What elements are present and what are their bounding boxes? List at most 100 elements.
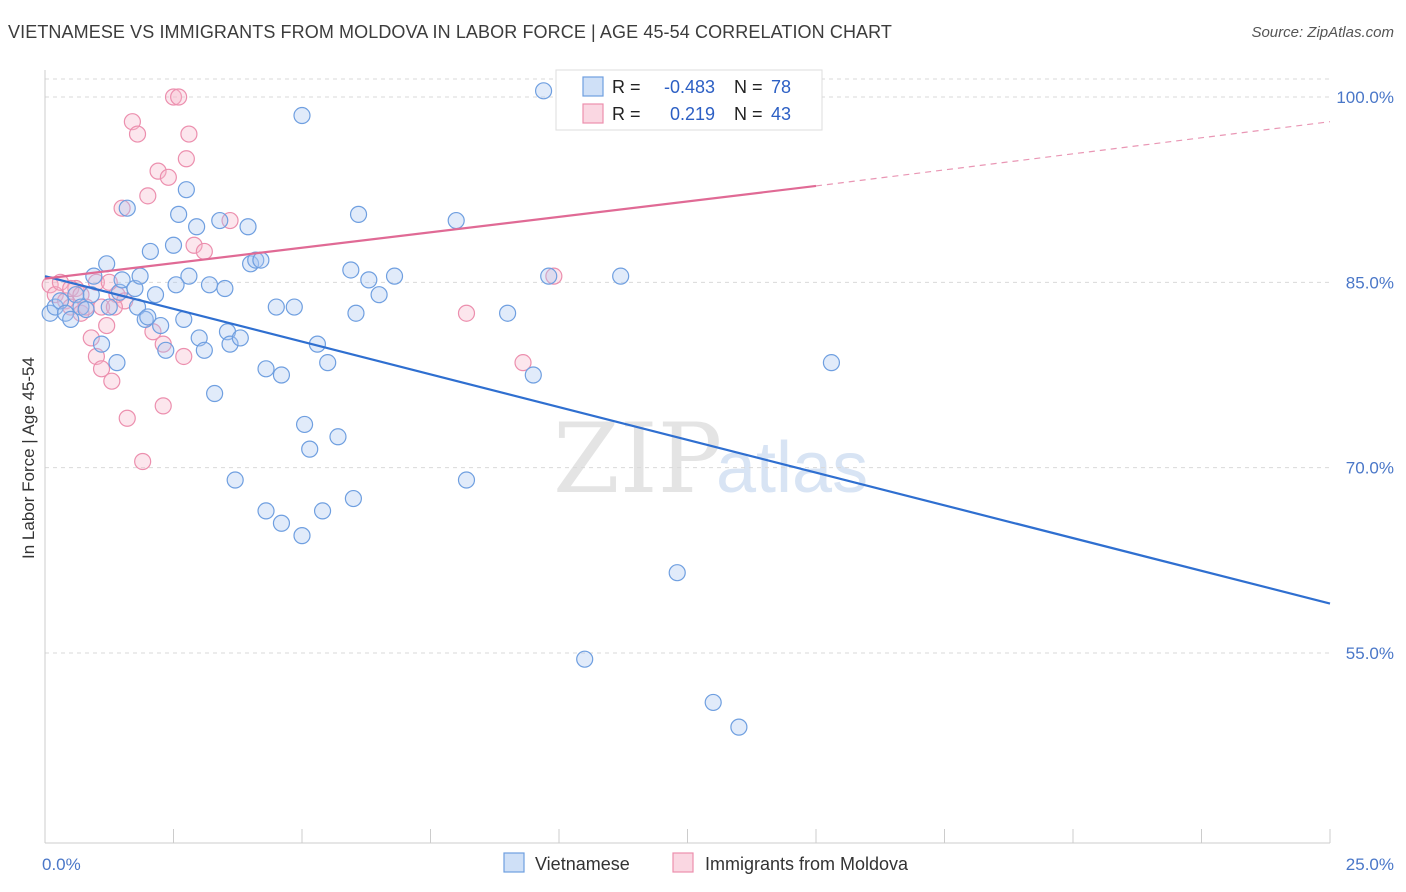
- point-vietnamese-53: [329, 428, 347, 446]
- point-moldova-27: [175, 347, 193, 366]
- legend: R = -0.483 N = 78 R = 0.219 N = 43: [555, 69, 823, 131]
- point-vietnamese-19: [131, 267, 149, 285]
- point-vietnamese-60: [167, 276, 185, 294]
- point-vietnamese-30: [188, 218, 206, 236]
- point-moldova-12: [103, 372, 121, 390]
- point-vietnamese-70: [499, 304, 517, 322]
- chart-source: Source: ZipAtlas.com: [1251, 24, 1394, 41]
- y-tick-label-0: 55.0%: [1346, 644, 1394, 663]
- bottom-legend-swatch-vietnamese: [503, 852, 525, 873]
- point-vietnamese-11: [98, 255, 116, 273]
- tick-labels: 55.0% 70.0% 85.0% 100.0% 0.0% 25.0%: [42, 88, 1394, 874]
- point-vietnamese-65: [293, 527, 311, 545]
- point-vietnamese-32: [195, 341, 213, 359]
- point-vietnamese-77: [730, 718, 748, 736]
- point-vietnamese-59: [385, 267, 404, 285]
- watermark: ZIP atlas: [553, 403, 868, 515]
- point-vietnamese-75: [668, 564, 686, 582]
- point-vietnamese-71: [524, 366, 542, 384]
- grid: [45, 78, 1330, 654]
- point-vietnamese-69: [457, 471, 476, 489]
- point-vietnamese-23: [146, 286, 165, 304]
- point-vietnamese-35: [211, 211, 229, 230]
- point-moldova-26: [170, 88, 188, 106]
- point-vietnamese-40: [239, 218, 257, 236]
- point-vietnamese-34: [206, 384, 224, 403]
- point-vietnamese-50: [301, 440, 319, 458]
- point-moldova-30: [195, 242, 213, 261]
- point-vietnamese-57: [360, 271, 378, 289]
- point-vietnamese-73: [576, 650, 594, 668]
- point-vietnamese-49: [295, 415, 314, 434]
- point-vietnamese-20: [136, 310, 154, 328]
- x-tick-label-1: 25.0%: [1346, 855, 1394, 874]
- point-vietnamese-78: [822, 354, 841, 372]
- point-vietnamese-28: [177, 181, 195, 199]
- legend-n-label-vietnamese: N =: [734, 77, 763, 97]
- legend-swatch-moldova: [582, 103, 604, 124]
- point-vietnamese-63: [257, 502, 275, 520]
- point-vietnamese-8: [82, 286, 100, 304]
- legend-n-value-moldova: 43: [771, 104, 791, 124]
- trend-lines: [44, 121, 1331, 605]
- point-moldova-16: [118, 409, 136, 427]
- point-vietnamese-7: [77, 300, 95, 319]
- point-vietnamese-42: [247, 251, 265, 269]
- x-tick-label-0: 0.0%: [42, 855, 81, 874]
- point-vietnamese-25: [157, 341, 175, 359]
- point-moldova-28: [180, 125, 198, 143]
- point-vietnamese-72: [540, 267, 558, 285]
- point-moldova-22: [149, 162, 167, 180]
- point-moldova-41: [514, 354, 532, 372]
- point-vietnamese-52: [319, 354, 337, 372]
- point-moldova-42: [545, 267, 563, 285]
- point-moldova-10: [92, 360, 111, 378]
- point-vietnamese-44: [257, 360, 275, 378]
- bottom-legend-label-vietnamese: Vietnamese: [535, 854, 630, 874]
- point-vietnamese-16: [118, 199, 136, 217]
- point-moldova-25: [164, 88, 183, 106]
- legend-n-label-moldova: N =: [734, 104, 763, 124]
- point-moldova-14: [113, 199, 131, 217]
- y-tick-label-1: 70.0%: [1346, 459, 1394, 478]
- bottom-legend: Vietnamese Immigrants from Moldova: [503, 852, 909, 874]
- point-vietnamese-24: [152, 316, 170, 335]
- point-vietnamese-45: [267, 298, 285, 316]
- point-moldova-40: [457, 304, 476, 322]
- axes: [44, 70, 1331, 844]
- point-vietnamese-21: [139, 308, 157, 326]
- point-vietnamese-74: [612, 267, 630, 285]
- legend-n-value-vietnamese: 78: [771, 77, 791, 97]
- point-moldova-36: [100, 273, 118, 291]
- point-moldova-24: [159, 168, 177, 186]
- point-vietnamese-58: [370, 286, 388, 304]
- watermark-zip: ZIP: [553, 403, 722, 515]
- point-vietnamese-39: [231, 329, 249, 347]
- bottom-legend-label-moldova: Immigrants from Moldova: [705, 854, 909, 874]
- bottom-legend-swatch-moldova: [672, 852, 694, 873]
- point-vietnamese-55: [347, 304, 365, 322]
- point-moldova-23: [154, 397, 172, 415]
- trend-line-vietnamese: [44, 275, 1331, 605]
- point-vietnamese-56: [349, 205, 368, 223]
- legend-swatch-vietnamese: [582, 76, 604, 97]
- point-moldova-39: [177, 150, 195, 168]
- legend-r-label-vietnamese: R =: [612, 77, 641, 97]
- point-moldova-8: [82, 329, 100, 347]
- y-axis-label: In Labor Force | Age 45-54: [19, 357, 38, 559]
- point-vietnamese-68: [447, 211, 465, 230]
- legend-r-label-moldova: R =: [612, 104, 641, 124]
- point-vietnamese-4: [62, 310, 80, 328]
- point-vietnamese-36: [216, 279, 234, 298]
- point-vietnamese-27: [170, 205, 188, 223]
- point-moldova-18: [128, 125, 147, 143]
- point-vietnamese-15: [113, 271, 131, 289]
- point-vietnamese-62: [226, 471, 244, 489]
- point-vietnamese-10: [92, 335, 111, 353]
- point-vietnamese-67: [344, 489, 362, 508]
- point-vietnamese-26: [164, 236, 183, 254]
- point-vietnamese-43: [252, 251, 270, 269]
- point-vietnamese-13: [108, 354, 126, 372]
- point-vietnamese-29: [180, 267, 198, 285]
